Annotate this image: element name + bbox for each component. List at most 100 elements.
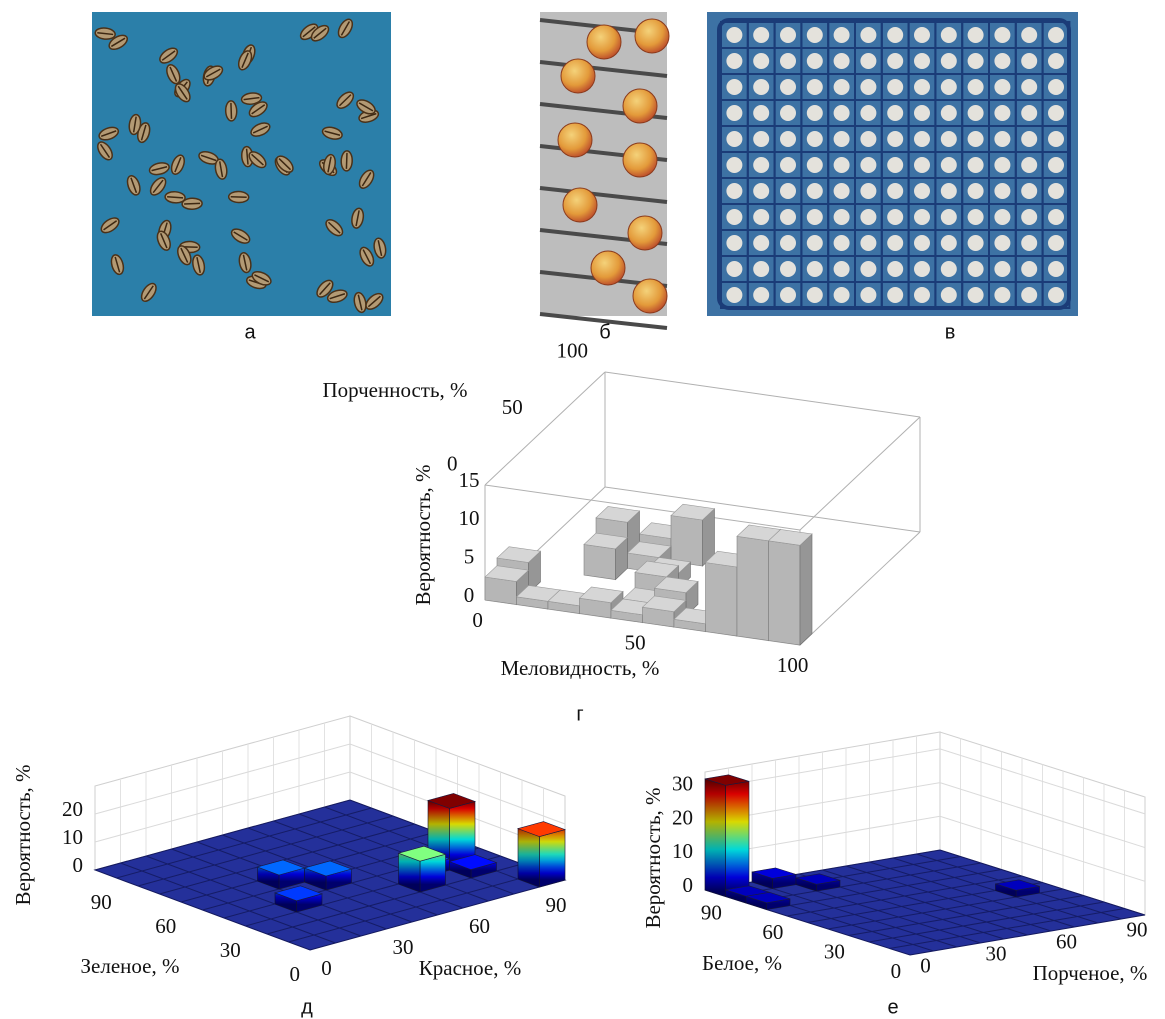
x-tick-label: 60 bbox=[1056, 929, 1077, 953]
pellet bbox=[807, 79, 823, 95]
pellet bbox=[994, 235, 1010, 251]
panel-label: а bbox=[244, 321, 256, 343]
pellet bbox=[780, 27, 796, 43]
pellet bbox=[968, 53, 984, 69]
axis-label: Меловидность, % bbox=[501, 656, 660, 680]
figure: а б в г д е Порченность, % Вероятность, … bbox=[0, 0, 1165, 1019]
pellet bbox=[753, 131, 769, 147]
x-tick-label: 0 bbox=[321, 956, 332, 980]
z-tick-label: 10 bbox=[672, 839, 693, 863]
pellet bbox=[807, 235, 823, 251]
panel-label: е bbox=[887, 996, 898, 1018]
pellet bbox=[1048, 105, 1064, 121]
axis-label: Белое, % bbox=[702, 951, 782, 975]
y-tick-label: 0 bbox=[289, 962, 300, 986]
pellet bbox=[968, 183, 984, 199]
apple bbox=[587, 25, 621, 59]
pellet bbox=[1048, 235, 1064, 251]
pellet bbox=[1021, 79, 1037, 95]
panel-label: д bbox=[301, 996, 313, 1018]
pellet bbox=[807, 53, 823, 69]
axis-label: Порченность, % bbox=[322, 378, 467, 402]
pellet bbox=[780, 157, 796, 173]
pellet bbox=[834, 183, 850, 199]
bar bbox=[584, 533, 628, 580]
pellet bbox=[887, 183, 903, 199]
pellet bbox=[834, 209, 850, 225]
apple bbox=[561, 59, 595, 93]
pellet bbox=[941, 131, 957, 147]
pellet bbox=[994, 131, 1010, 147]
pellet bbox=[860, 79, 876, 95]
pellet bbox=[834, 105, 850, 121]
pellet bbox=[1021, 27, 1037, 43]
pellet bbox=[780, 287, 796, 303]
pellet bbox=[941, 261, 957, 277]
pellet bbox=[860, 27, 876, 43]
bar-face bbox=[584, 544, 616, 579]
x-tick-label: 90 bbox=[546, 893, 567, 917]
apple bbox=[558, 123, 592, 157]
bar bbox=[399, 846, 446, 892]
pellet bbox=[807, 131, 823, 147]
pellet bbox=[994, 79, 1010, 95]
pellet bbox=[887, 131, 903, 147]
pellet bbox=[753, 183, 769, 199]
z-tick-label: 5 bbox=[464, 544, 475, 568]
axis-label: Красное, % bbox=[419, 956, 521, 980]
pellet bbox=[1021, 105, 1037, 121]
pellet bbox=[753, 261, 769, 277]
pellet bbox=[1021, 53, 1037, 69]
grain-crease bbox=[231, 103, 232, 119]
grain bbox=[182, 198, 202, 210]
pellet bbox=[914, 27, 930, 43]
y-tick-label: 30 bbox=[220, 938, 241, 962]
pellet bbox=[968, 27, 984, 43]
apple bbox=[563, 188, 597, 222]
pellet bbox=[1048, 209, 1064, 225]
pellet bbox=[968, 131, 984, 147]
pellet bbox=[1021, 235, 1037, 251]
pellet bbox=[726, 235, 742, 251]
x-tick-label: 60 bbox=[469, 914, 490, 938]
bar-face bbox=[706, 563, 738, 637]
pellet bbox=[968, 157, 984, 173]
pellet bbox=[941, 157, 957, 173]
pellet bbox=[887, 79, 903, 95]
pellet bbox=[887, 235, 903, 251]
panel-label: б bbox=[599, 321, 610, 343]
pellet bbox=[834, 157, 850, 173]
pellet bbox=[780, 53, 796, 69]
pellet bbox=[1021, 261, 1037, 277]
axis-label: Вероятность, % bbox=[641, 787, 665, 928]
pellet bbox=[1048, 287, 1064, 303]
pellet bbox=[968, 287, 984, 303]
pellet bbox=[914, 131, 930, 147]
y-tick-label: 60 bbox=[762, 920, 783, 944]
pellet bbox=[994, 183, 1010, 199]
photo-apples bbox=[540, 12, 669, 328]
grain-crease bbox=[231, 197, 247, 198]
grain-crease bbox=[184, 203, 200, 204]
pellet bbox=[1021, 131, 1037, 147]
pellet bbox=[1021, 287, 1037, 303]
pellet bbox=[968, 261, 984, 277]
pellet bbox=[994, 287, 1010, 303]
pellet bbox=[1048, 27, 1064, 43]
pellet bbox=[941, 209, 957, 225]
pellet bbox=[968, 105, 984, 121]
pellet bbox=[887, 157, 903, 173]
pellet bbox=[941, 287, 957, 303]
pellet bbox=[860, 235, 876, 251]
apple bbox=[635, 19, 669, 53]
pellet bbox=[941, 27, 957, 43]
pellet bbox=[1048, 53, 1064, 69]
apple bbox=[591, 251, 625, 285]
x-tick-label: 30 bbox=[986, 941, 1007, 965]
pellet bbox=[914, 157, 930, 173]
pellet bbox=[726, 131, 742, 147]
pellet bbox=[941, 53, 957, 69]
bar-face bbox=[737, 536, 769, 640]
x-tick-label: 30 bbox=[393, 935, 414, 959]
axis-label: Вероятность, % bbox=[411, 464, 435, 605]
